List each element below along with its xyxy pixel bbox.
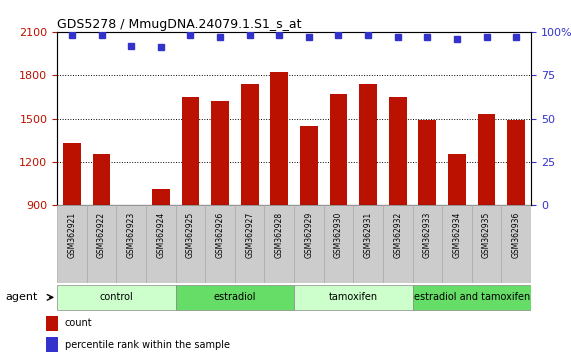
Text: GSM362936: GSM362936 <box>512 212 521 258</box>
Bar <box>93 154 110 205</box>
Text: GSM362934: GSM362934 <box>452 212 461 258</box>
Text: GSM362931: GSM362931 <box>364 212 373 258</box>
Text: GSM362927: GSM362927 <box>245 212 254 258</box>
Text: percentile rank within the sample: percentile rank within the sample <box>65 339 230 350</box>
Bar <box>478 114 496 205</box>
Text: GSM362926: GSM362926 <box>215 212 224 258</box>
Bar <box>146 205 176 283</box>
Bar <box>182 97 199 205</box>
Bar <box>63 143 81 205</box>
Bar <box>419 120 436 205</box>
Bar <box>472 205 501 283</box>
Bar <box>57 285 176 310</box>
Text: GSM362930: GSM362930 <box>334 212 343 258</box>
Bar <box>264 205 294 283</box>
Text: GSM362925: GSM362925 <box>186 212 195 258</box>
Bar <box>300 126 317 205</box>
Bar <box>448 154 466 205</box>
Text: GSM362929: GSM362929 <box>304 212 313 258</box>
Text: agent: agent <box>6 292 38 302</box>
Bar <box>359 84 377 205</box>
Text: estradiol: estradiol <box>214 292 256 302</box>
Bar <box>241 84 259 205</box>
Text: tamoxifen: tamoxifen <box>329 292 378 302</box>
Text: control: control <box>99 292 133 302</box>
Bar <box>389 97 407 205</box>
Text: estradiol and tamoxifen: estradiol and tamoxifen <box>413 292 530 302</box>
Bar <box>271 72 288 205</box>
Text: GSM362932: GSM362932 <box>393 212 402 258</box>
Bar <box>152 189 170 205</box>
Text: count: count <box>65 318 93 329</box>
Bar <box>46 337 58 352</box>
Text: GSM362928: GSM362928 <box>275 212 284 258</box>
Bar <box>235 205 264 283</box>
Bar <box>442 205 472 283</box>
Bar <box>412 205 442 283</box>
Bar <box>46 316 58 331</box>
Bar <box>294 205 324 283</box>
Bar <box>87 205 116 283</box>
Bar <box>294 285 412 310</box>
Bar <box>122 205 140 212</box>
Bar <box>412 285 531 310</box>
Bar <box>507 120 525 205</box>
Text: GSM362933: GSM362933 <box>423 212 432 258</box>
Bar <box>324 205 353 283</box>
Bar <box>211 101 229 205</box>
Text: GSM362924: GSM362924 <box>156 212 165 258</box>
Text: GSM362921: GSM362921 <box>67 212 77 258</box>
Text: GDS5278 / MmugDNA.24079.1.S1_s_at: GDS5278 / MmugDNA.24079.1.S1_s_at <box>57 18 301 31</box>
Bar <box>116 205 146 283</box>
Text: GSM362922: GSM362922 <box>97 212 106 258</box>
Bar <box>57 205 87 283</box>
Bar <box>353 205 383 283</box>
Bar <box>329 94 347 205</box>
Text: GSM362935: GSM362935 <box>482 212 491 258</box>
Bar <box>501 205 531 283</box>
Bar <box>205 205 235 283</box>
Bar <box>383 205 412 283</box>
Bar <box>176 285 294 310</box>
Text: GSM362923: GSM362923 <box>127 212 136 258</box>
Bar <box>176 205 205 283</box>
